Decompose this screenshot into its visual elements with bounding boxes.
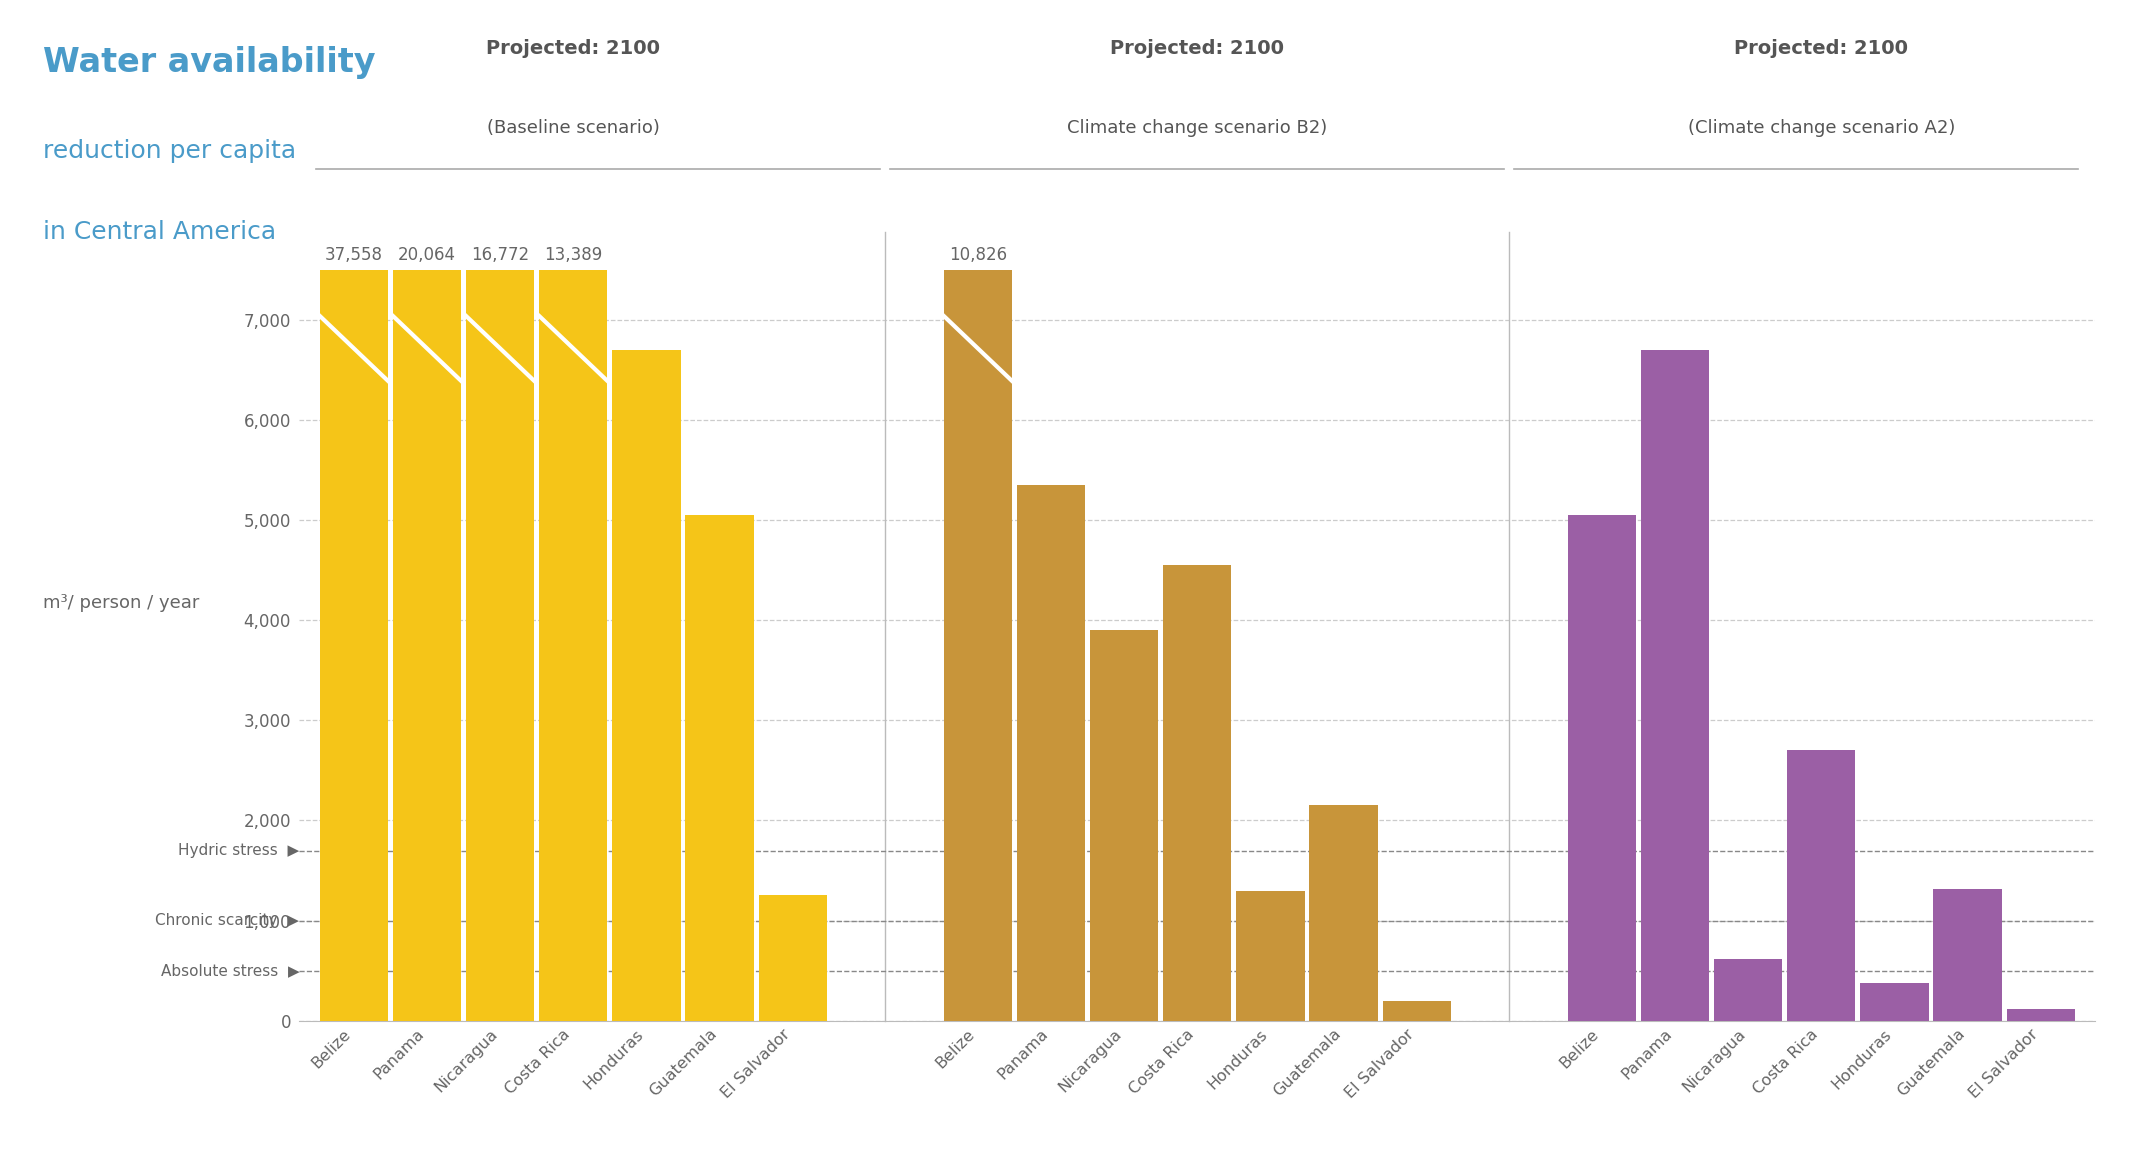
Text: reduction per capita: reduction per capita [43, 139, 295, 164]
Bar [1640, 349, 1708, 1021]
Text: in Central America: in Central America [43, 220, 276, 245]
Text: 13,389: 13,389 [545, 246, 603, 263]
Bar [1163, 565, 1231, 1021]
Text: (Baseline scenario): (Baseline scenario) [487, 119, 661, 137]
Bar [2008, 1009, 2074, 1021]
Bar [1715, 958, 1783, 1021]
Bar [1308, 805, 1377, 1021]
Text: (Climate change scenario A2): (Climate change scenario A2) [1687, 119, 1954, 137]
Text: Projected: 2100: Projected: 2100 [485, 39, 661, 58]
Bar [1018, 485, 1086, 1021]
Text: Projected: 2100: Projected: 2100 [1734, 39, 1909, 58]
Bar [686, 515, 755, 1021]
Bar [1933, 889, 2001, 1021]
Text: Hydric stress  ▶: Hydric stress ▶ [177, 843, 299, 858]
Bar [1567, 515, 1636, 1021]
Bar [1787, 751, 1856, 1021]
Text: 16,772: 16,772 [470, 246, 530, 263]
Bar [759, 894, 827, 1021]
Text: 10,826: 10,826 [949, 246, 1007, 263]
Bar [539, 269, 607, 1021]
Bar [1236, 891, 1304, 1021]
Bar [1383, 1001, 1452, 1021]
Text: Absolute stress  ▶: Absolute stress ▶ [160, 963, 299, 978]
Bar [393, 269, 462, 1021]
Text: 20,064: 20,064 [398, 246, 455, 263]
Text: Chronic scarcity  ▶: Chronic scarcity ▶ [156, 913, 299, 928]
Bar [466, 269, 534, 1021]
Bar [1090, 630, 1159, 1021]
Text: 37,558: 37,558 [325, 246, 383, 263]
Bar [611, 349, 680, 1021]
Text: Projected: 2100: Projected: 2100 [1110, 39, 1285, 58]
Text: Water availability: Water availability [43, 46, 376, 79]
Text: m³/ person / year: m³/ person / year [43, 594, 199, 612]
Bar [943, 269, 1011, 1021]
Text: Climate change scenario B2): Climate change scenario B2) [1067, 119, 1328, 137]
Bar [1860, 983, 1928, 1021]
Bar [321, 269, 387, 1021]
